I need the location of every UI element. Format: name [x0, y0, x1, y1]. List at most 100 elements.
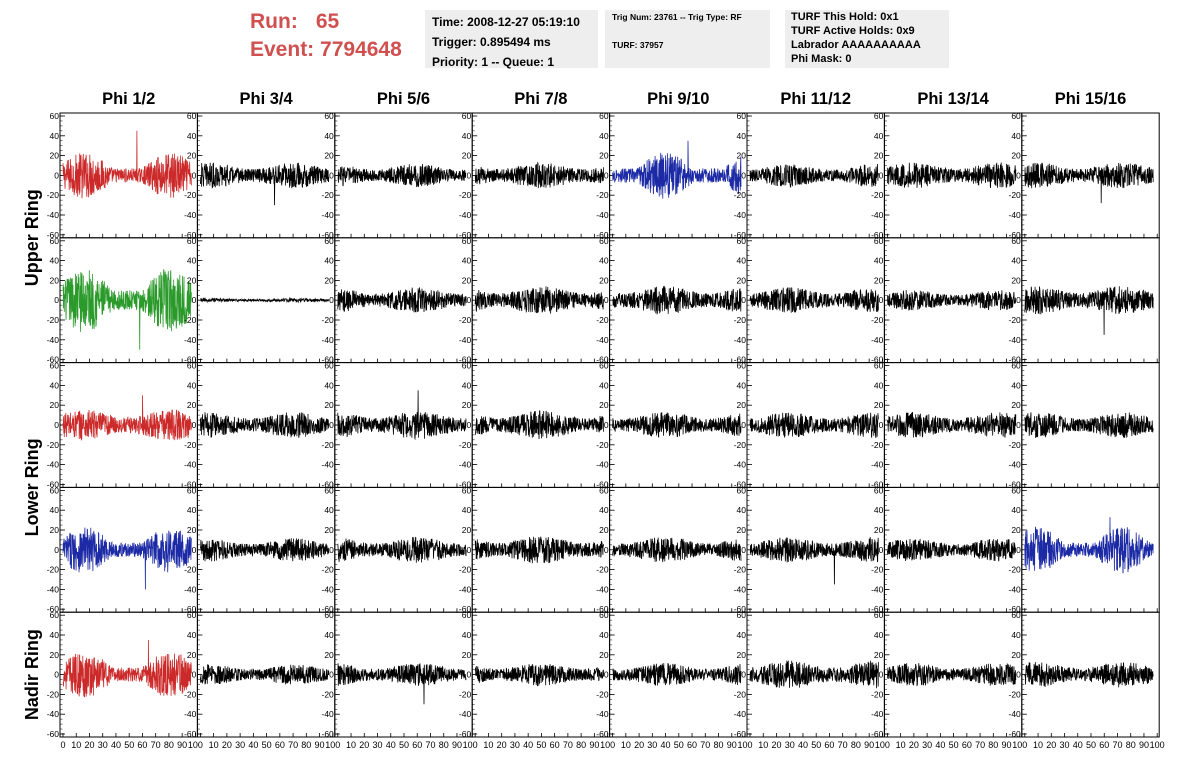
y-tick-label: -20	[47, 440, 60, 450]
y-tick-label: -20	[322, 315, 335, 325]
y-tick-label: -60	[184, 604, 197, 614]
y-tick-label: 60	[599, 610, 609, 620]
y-tick-label: -20	[871, 689, 884, 699]
x-tick-label: 20	[909, 740, 919, 750]
y-tick-label: 0	[604, 295, 609, 305]
y-tick-label: 0	[192, 170, 197, 180]
y-tick-label: 60	[1011, 485, 1021, 495]
x-tick-label: 40	[111, 740, 121, 750]
y-tick-label: 60	[187, 236, 197, 246]
y-tick-label: -60	[459, 230, 472, 240]
y-tick-label: -60	[871, 479, 884, 489]
y-tick-label: 40	[324, 630, 334, 640]
y-tick-label: 40	[1011, 131, 1021, 141]
y-tick-label: 60	[187, 485, 197, 495]
trig-panel: Trig Num: 23761 -- Trig Type: RF TURF: 3…	[605, 10, 770, 68]
y-tick-label: 40	[462, 131, 472, 141]
y-tick-label: -60	[871, 604, 884, 614]
y-tick-label: -40	[734, 210, 747, 220]
y-tick-label: 40	[599, 380, 609, 390]
y-tick-label: -40	[734, 335, 747, 345]
y-tick-label: -40	[596, 460, 609, 470]
x-tick-label: 100	[325, 740, 340, 750]
x-tick-label: 90	[1139, 740, 1149, 750]
waveform-trace	[1024, 412, 1154, 438]
y-tick-label: 20	[50, 275, 60, 285]
y-tick-label: 60	[1011, 361, 1021, 371]
y-tick-label: 40	[462, 256, 472, 266]
y-tick-label: 60	[874, 236, 884, 246]
y-tick-label: 20	[462, 525, 472, 535]
y-tick-label: -20	[1009, 565, 1022, 575]
y-tick-label: -20	[459, 440, 472, 450]
x-tick-label: 60	[962, 740, 972, 750]
y-tick-label: 40	[187, 505, 197, 515]
x-tick-label: 70	[1112, 740, 1122, 750]
ring-label: Upper Ring	[22, 189, 42, 286]
y-tick-label: 20	[737, 275, 747, 285]
x-tick-label: 50	[1086, 740, 1096, 750]
y-tick-label: -60	[459, 355, 472, 365]
x-tick-label: 80	[988, 740, 998, 750]
y-tick-label: 20	[1011, 275, 1021, 285]
y-tick-label: -60	[734, 604, 747, 614]
y-tick-label: -40	[459, 709, 472, 719]
time-text: Time: 2008-12-27 05:19:10	[432, 15, 580, 29]
y-tick-label: 40	[1011, 630, 1021, 640]
turf-panel: TURF This Hold: 0x1 TURF Active Holds: 0…	[785, 10, 949, 68]
y-tick-label: -20	[322, 440, 335, 450]
x-tick-label: 10	[621, 740, 631, 750]
y-tick-label: 40	[1011, 380, 1021, 390]
y-tick-label: 60	[874, 361, 884, 371]
y-tick-label: 40	[187, 131, 197, 141]
run-value: 65	[315, 10, 340, 33]
y-tick-label: -20	[734, 440, 747, 450]
y-tick-label: 20	[874, 650, 884, 660]
x-tick-label: 30	[1060, 740, 1070, 750]
y-tick-label: 40	[50, 256, 60, 266]
y-tick-label: -20	[596, 315, 609, 325]
y-tick-label: -60	[47, 729, 60, 739]
y-tick-label: 60	[50, 236, 60, 246]
turf-hold-text: TURF This Hold: 0x1	[791, 11, 899, 23]
y-tick-label: 0	[329, 545, 334, 555]
y-tick-label: 40	[324, 131, 334, 141]
trig-num-text: Trig Num: 23761 -- Trig Type: RF	[612, 12, 742, 22]
x-tick-label: 30	[785, 740, 795, 750]
x-tick-label: 90	[864, 740, 874, 750]
y-tick-label: 60	[737, 111, 747, 121]
y-tick-label: 20	[1011, 650, 1021, 660]
y-tick-label: -40	[459, 584, 472, 594]
y-tick-label: -60	[1009, 604, 1022, 614]
y-tick-label: -20	[871, 190, 884, 200]
y-tick-label: 60	[1011, 236, 1021, 246]
x-tick-label: 60	[412, 740, 422, 750]
y-tick-label: 60	[462, 361, 472, 371]
waveform-trace	[749, 537, 879, 585]
y-tick-label: 60	[462, 485, 472, 495]
y-tick-label: 60	[599, 111, 609, 121]
waveform-trace	[337, 390, 467, 441]
y-tick-label: 0	[879, 545, 884, 555]
waveform-trace	[474, 663, 604, 687]
time-panel: Time: 2008-12-27 05:19:10 Trigger: 0.895…	[425, 10, 598, 69]
y-tick-label: -20	[596, 689, 609, 699]
y-tick-label: 60	[187, 361, 197, 371]
x-tick-label: 80	[576, 740, 586, 750]
y-tick-label: 20	[187, 525, 197, 535]
x-tick-label: 60	[550, 740, 560, 750]
y-tick-label: 20	[187, 650, 197, 660]
y-tick-label: 20	[1011, 151, 1021, 161]
y-tick-label: 40	[50, 630, 60, 640]
priority-text: Priority: 1 -- Queue: 1	[432, 55, 555, 69]
y-tick-label: -20	[734, 689, 747, 699]
turf-active-text: TURF Active Holds: 0x9	[791, 25, 915, 37]
waveform-trace	[62, 130, 192, 199]
y-tick-label: 60	[599, 485, 609, 495]
ring-label: Nadir Ring	[22, 629, 42, 720]
y-tick-label: 60	[462, 610, 472, 620]
y-tick-label: 20	[1011, 525, 1021, 535]
x-tick-label: 30	[98, 740, 108, 750]
x-tick-label: 70	[700, 740, 710, 750]
x-tick-label: 20	[84, 740, 94, 750]
